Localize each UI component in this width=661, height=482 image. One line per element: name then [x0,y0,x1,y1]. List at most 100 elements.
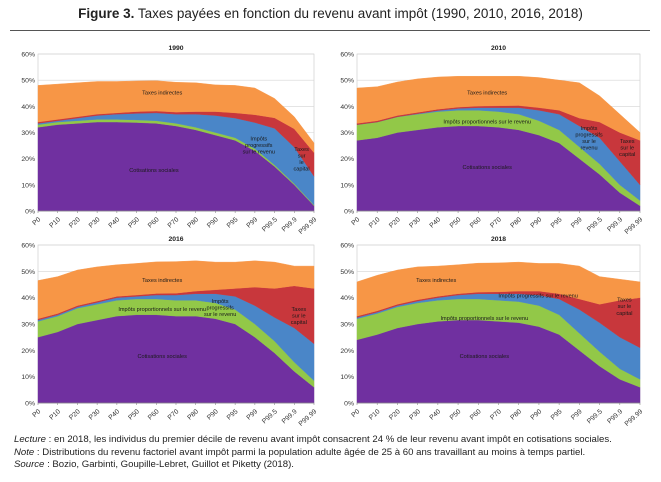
chart-1990-x-tick-label: P60 [147,216,161,229]
distribution-note: Note : Distributions du revenu factoriel… [14,447,654,460]
chart-1990-label-line: sur le revenu [243,150,275,156]
chart-2016-label-line: sur le revenu [204,312,236,318]
figure-title-text: Taxes payées en fonction du revenu avant… [137,6,583,21]
chart-2010-label-line: Impôts [581,126,598,132]
chart-1990-label-line: progressifs [245,143,273,149]
chart-2010-label-line: progressifs [575,132,603,138]
figure-title: Figure 3. Taxes payées en fonction du re… [0,6,661,21]
note-text: : Distributions du revenu factoriel avan… [34,446,586,458]
chart-2016-label-indirectes: Taxes indirectes [142,278,182,284]
chart-2016-label-line: capital [291,320,307,326]
chart-1990-x-tick-label: P30 [88,216,102,229]
chart-2018-series-indirectes [356,261,641,317]
figure-notes: Lecture : en 2018, les individus du prem… [14,434,654,472]
chart-2010-x-tick-label: P50 [449,216,463,229]
chart-1990-x-tick-label: P99 [246,216,260,229]
charts-grid: 0% 10% 20% 30% 40% 50% 60% 1990 P0 P10 P20 P30 P40 P5… [21,45,645,428]
chart-2016-label-capital: Taxes sur le capital [291,307,307,326]
lecture-note: Lecture : en 2018, les individus du prem… [14,434,654,447]
chart-1990-label-capital: Taxes sur le capital [293,147,309,173]
chart-2010-x-tick-label: P99.99 [624,216,645,236]
chart-2018-y-tick-label: 50% [340,269,354,276]
chart-2016-x-tick-label: P10 [48,408,62,421]
chart-2016-x-tick-label: P90 [206,408,220,421]
chart-2010-label-proportionnels: Impôts proportionnels sur le revenu [443,119,531,125]
chart-1990-label-line: le [299,160,303,166]
chart-2010-label-line: capital [619,152,635,158]
chart-2018-x-tick-label: P95 [550,408,564,421]
chart-2016-title: 2016 [168,236,183,243]
chart-2010-x-tick-label: P99.5 [586,216,604,233]
chart-2018-x-tick-label: P50 [449,408,463,421]
chart-2018-y-tick-label: 30% [340,322,354,329]
chart-2018-label-proportionnels: Impôts proportionnels sur le revenu [441,316,529,322]
chart-2010-x-tick-label: P60 [469,216,483,229]
chart-2018-x-tick-label: P90 [530,408,544,421]
chart-2010-series-indirectes [356,76,641,141]
chart-2016-x-tick-label: P20 [68,408,82,421]
chart-2016-label-progressifs: Impôts progressifs sur le revenu [204,299,236,318]
chart-2018-x-tick-label: P10 [368,408,382,421]
chart-2018-x-tick-label: P99.9 [606,408,624,425]
chart-1990-label-progressifs: Impôts progressifs sur le revenu [243,136,275,155]
chart-1990-x-tick-label: P50 [127,216,141,229]
chart-1990-label-line: capital [293,167,309,173]
chart-2016-x-tick-label: P70 [167,408,181,421]
chart-2018-x-tick-label: P80 [509,408,523,421]
chart-2010-label-capital: Taxes sur le capital [619,139,635,158]
chart-2018-y-tick-label: 40% [340,295,354,302]
chart-1990-label-line: sur [298,153,306,159]
chart-2010-y-tick-label: 50% [340,78,354,85]
chart-2016-x-tick-label: P30 [88,408,102,421]
chart-1990-x-tick-label: P10 [48,216,62,229]
chart-2010-x-tick-label: P40 [429,216,443,229]
chart-2018-label-indirectes: Taxes indirectes [416,278,456,284]
chart-2018-label-line: sur le [618,304,632,310]
chart-1990-y-tick-label: 40% [21,104,35,111]
chart-2016-label-line: sur le [292,313,306,319]
chart-2018-title: 2018 [491,236,506,243]
chart-2010-x-tick-label: P95 [550,216,564,229]
note-label: Note [14,446,35,458]
chart-1990-series-indirectes [37,80,315,154]
chart-2016-y-tick-label: 10% [21,374,35,381]
chart-2010-y-tick-label: 40% [340,104,354,111]
chart-2010-y-tick-label: 0% [344,209,354,216]
chart-2010-x-tick-label: P0 [350,216,361,227]
chart-2010-x-tick-label: P99.9 [606,216,624,233]
chart-1990-x-tick-label: P40 [108,216,122,229]
chart-2016-x-tick-label: P99.5 [261,408,279,425]
chart-1990-label-line: Taxes [294,147,309,153]
chart-2016-label-cotisations: Cotisations sociales [137,354,187,360]
chart-1990-x-tick-label: P0 [31,216,42,227]
chart-1990-title: 1990 [168,45,183,52]
chart-2010-title: 2010 [491,45,506,52]
chart-2016-x-tick-label: P99.99 [298,408,319,428]
source-text: : Bozio, Garbinti, Goupille-Lebret, Guil… [44,459,294,471]
chart-2010-y-tick-label: 10% [340,182,354,189]
chart-2018-y-tick-label: 10% [340,374,354,381]
chart-2018-x-tick-label: P0 [350,408,361,419]
chart-2010-x-tick-label: P80 [509,216,523,229]
chart-2018-y-tick-label: 20% [340,348,354,355]
chart-2016-y-tick-label: 0% [25,401,35,408]
chart-1990-x-tick-label: P70 [167,216,181,229]
chart-2018-y-tick-label: 0% [344,401,354,408]
chart-2018-label-progressifs: Impôts progressifs sur le revenu [498,294,578,300]
chart-2016-x-tick-label: P80 [186,408,200,421]
chart-2016-y-tick-label: 60% [21,243,35,250]
chart-2016-x-tick-label: P99 [246,408,260,421]
chart-2016-y-tick-label: 40% [21,295,35,302]
chart-2018-x-tick-label: P70 [489,408,503,421]
chart-2010-label-line: sur le [582,139,596,145]
chart-2010-label-indirectes: Taxes indirectes [467,91,507,97]
chart-1990-x-tick-label: P20 [68,216,82,229]
chart-2018-x-tick-label: P99.5 [586,408,604,425]
chart-1990-x-tick-label: P99.5 [261,216,279,233]
chart-2016-y-tick-label: 50% [21,269,35,276]
chart-2010-y-tick-label: 30% [340,130,354,137]
chart-2016-x-tick-label: P0 [31,408,42,419]
chart-2010-x-tick-label: P30 [408,216,422,229]
chart-1990-y-tick-label: 10% [21,182,35,189]
lecture-label: Lecture [14,434,46,445]
